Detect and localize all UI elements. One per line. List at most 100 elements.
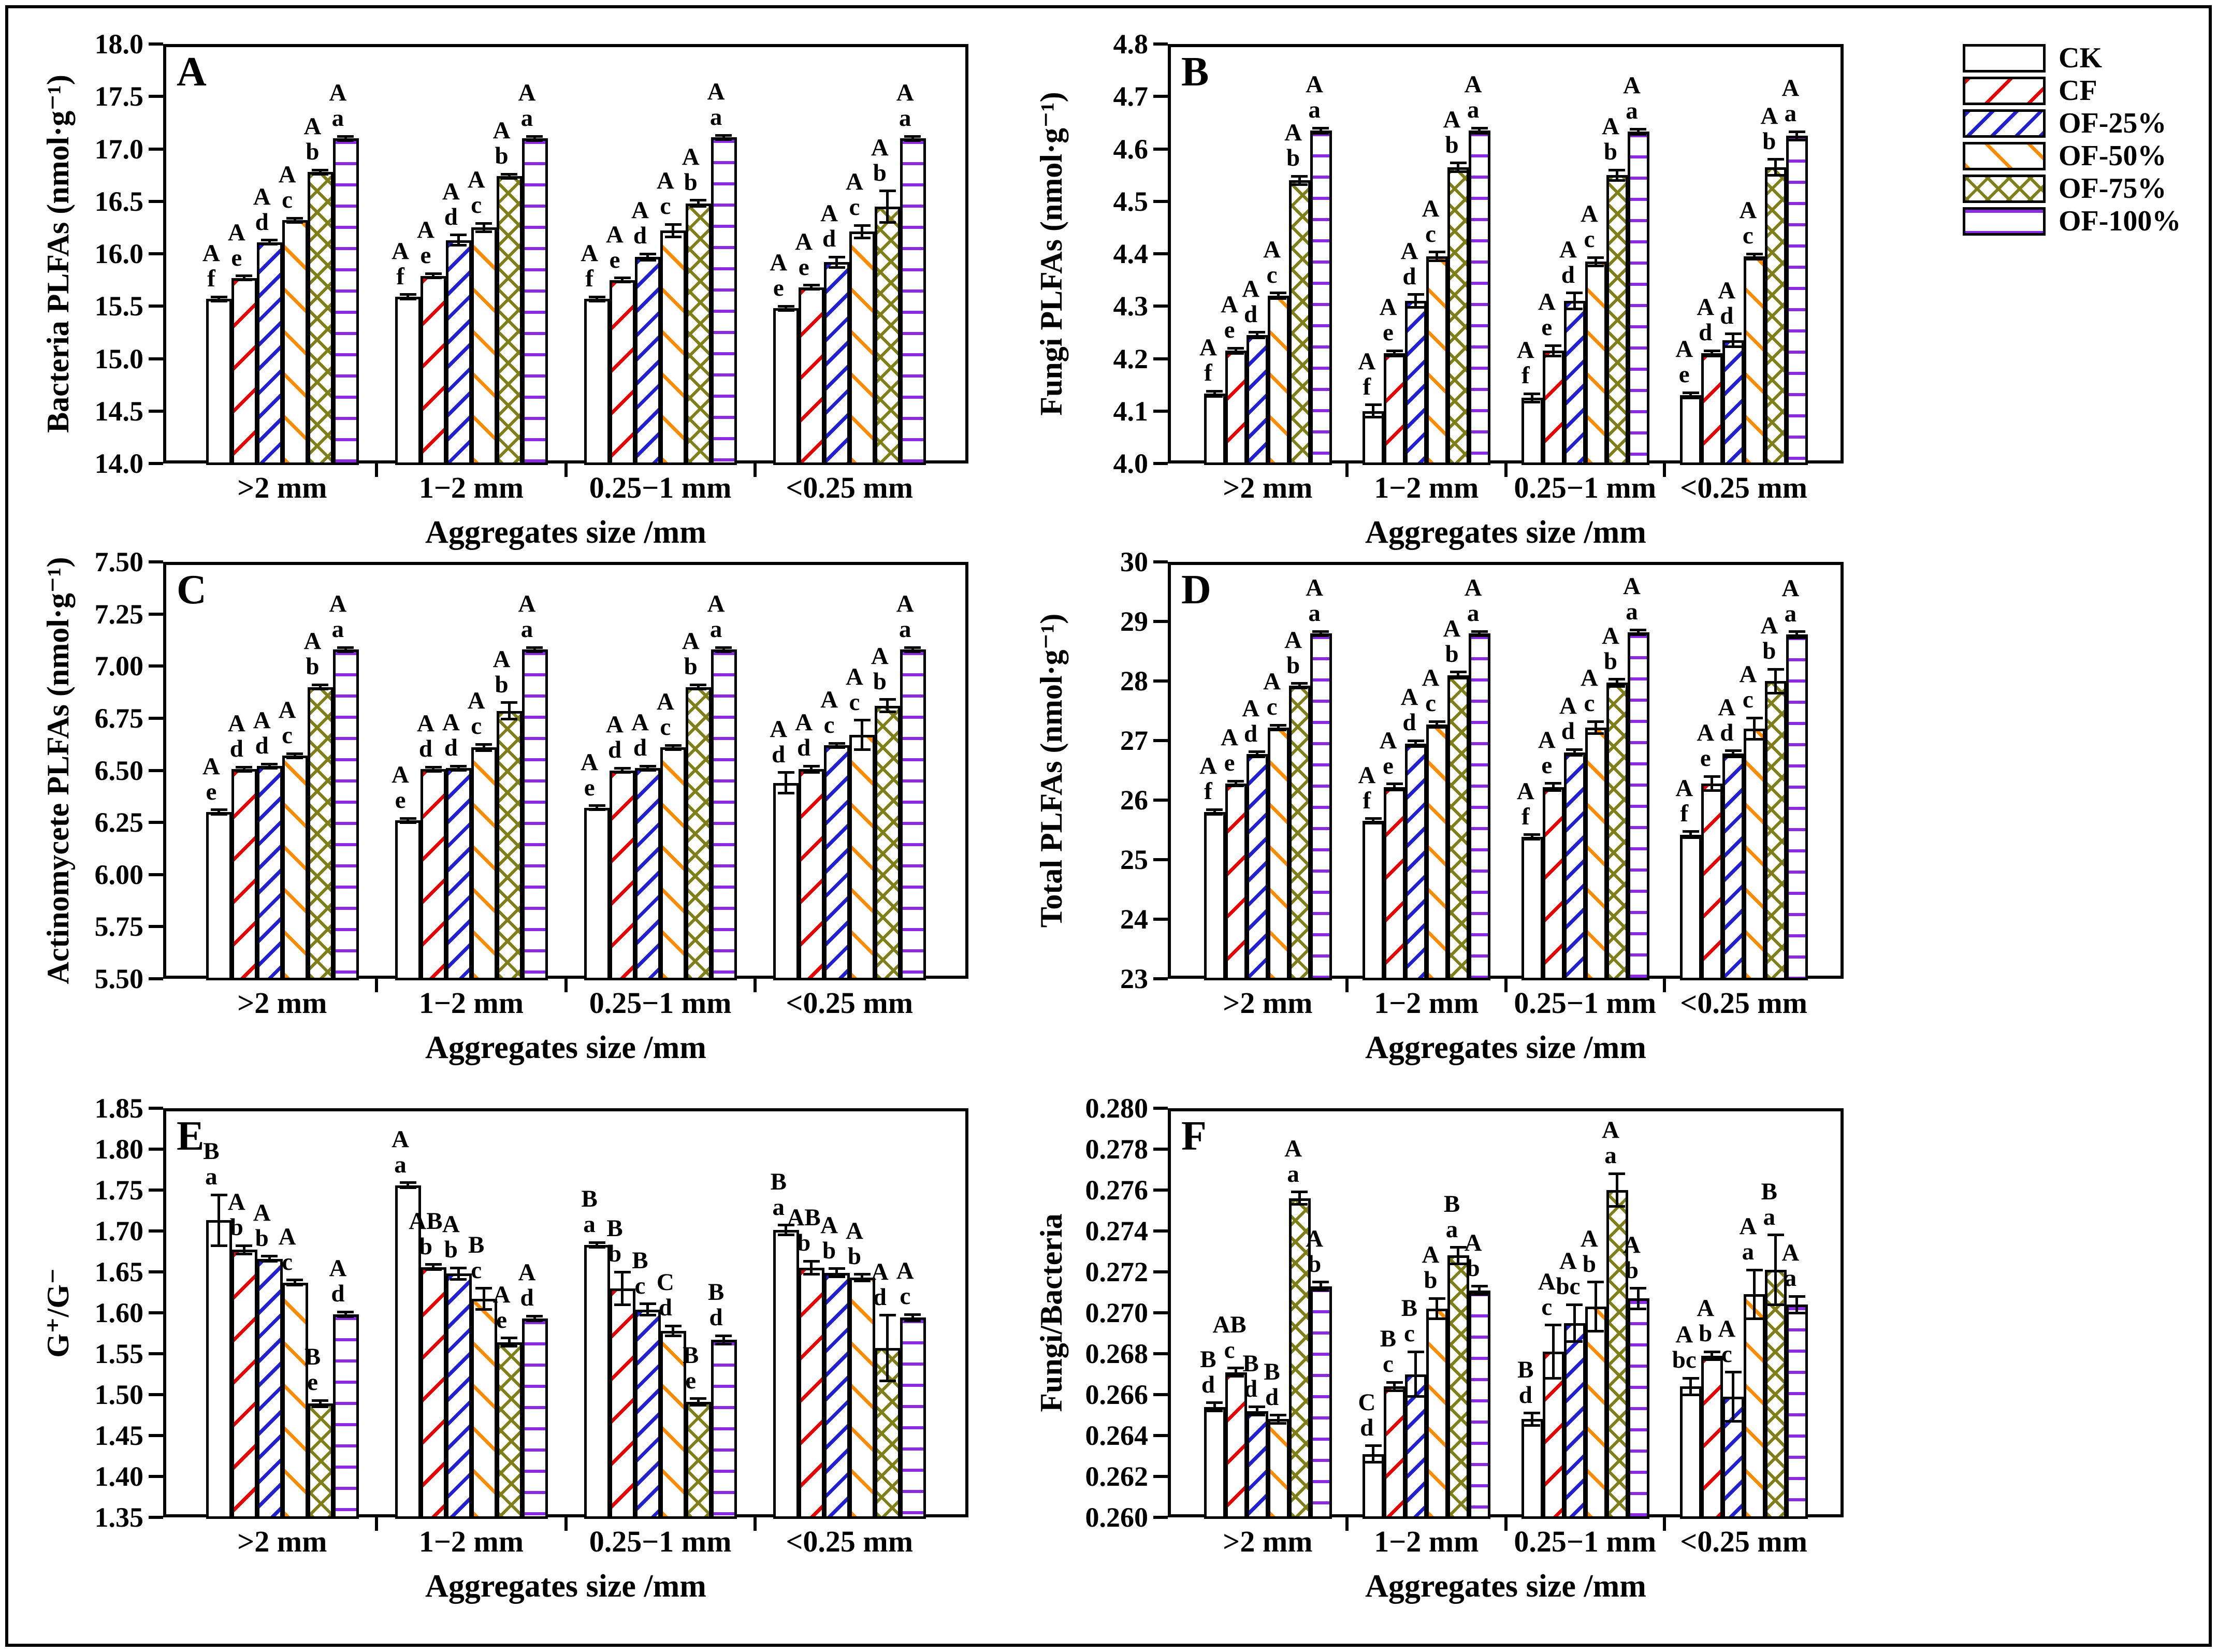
sig-lower: c — [1584, 690, 1595, 717]
x-category-label: 0.25−1 mm — [589, 986, 732, 1020]
error-bar-line — [533, 647, 536, 652]
sig-upper: A — [1306, 71, 1324, 98]
error-bar-cap-bottom — [777, 309, 794, 312]
error-bar-line — [1372, 818, 1375, 823]
error-bar-cap-bottom — [1227, 352, 1244, 355]
bar-of75-g1 — [1288, 1198, 1311, 1519]
sig-lower: d — [607, 736, 622, 764]
y-tick — [1153, 1189, 1168, 1192]
error-bar-cap-bottom — [450, 1278, 467, 1281]
sig-lower: b — [684, 653, 698, 680]
panel-d-letter: D — [1181, 567, 1211, 613]
error-bar-line — [835, 1268, 838, 1277]
sig-lower: c — [660, 714, 671, 741]
bar-ck-g2 — [395, 1185, 422, 1519]
y-tick-label: 1.80 — [94, 1134, 144, 1165]
error-bar-cap-bottom — [853, 748, 871, 751]
error-bar-cap-top — [261, 239, 278, 242]
error-bar-line — [1573, 293, 1576, 309]
error-bar-line — [1615, 679, 1618, 687]
sig-upper: B — [1264, 1358, 1280, 1385]
error-bar-line — [672, 745, 674, 750]
sig-lower: d — [255, 208, 269, 236]
error-bar-cap-bottom — [1630, 1307, 1647, 1310]
y-tick-label: 0.266 — [1085, 1379, 1149, 1410]
bar-of100-g2 — [1469, 633, 1491, 980]
bar-of75-g3 — [685, 1402, 712, 1519]
bar-of25-g1 — [1246, 1411, 1268, 1519]
sig-upper: A — [1718, 693, 1736, 721]
bar-ck-g2 — [395, 820, 422, 980]
error-bar-line — [242, 1245, 245, 1254]
x-category-label: 0.25−1 mm — [1514, 1525, 1657, 1558]
error-bar-cap-top — [1312, 630, 1329, 633]
error-bar-cap-bottom — [1767, 173, 1784, 177]
sig-lower: a — [1604, 1142, 1617, 1169]
y-tick — [149, 305, 163, 308]
sig-upper: A — [518, 590, 536, 618]
error-bar-cap-top — [1249, 750, 1266, 753]
error-bar-cap-bottom — [312, 1405, 329, 1409]
error-bar-line — [886, 1315, 889, 1381]
error-bar-cap-bottom — [1450, 1262, 1467, 1265]
sig-lower: bc — [1672, 1346, 1697, 1374]
sig-upper: A — [1358, 347, 1376, 375]
sig-upper: A — [1601, 622, 1619, 649]
error-bar-cap-top — [526, 646, 543, 649]
error-bar-cap-top — [588, 804, 605, 807]
y-tick-label: 6.25 — [94, 807, 144, 838]
sig-lower: f — [585, 265, 593, 293]
error-bar-cap-bottom — [777, 1234, 794, 1237]
sig-lower: d — [418, 735, 432, 763]
y-tick — [149, 147, 163, 151]
error-bar-line — [1594, 721, 1597, 734]
sig-lower: b — [1603, 647, 1617, 675]
error-bar-cap-top — [1450, 671, 1467, 674]
error-bar-cap-top — [1630, 1287, 1647, 1290]
error-bar-cap-top — [1206, 1401, 1223, 1404]
bar-ck-g1 — [206, 1220, 233, 1519]
sig-lower: c — [1266, 693, 1278, 721]
error-bar-cap-top — [1788, 630, 1805, 633]
error-bar-line — [621, 768, 624, 773]
error-bar-cap-bottom — [614, 1303, 631, 1306]
sig-upper: A — [1284, 1135, 1302, 1162]
error-bar-cap-top — [828, 742, 845, 745]
error-bar-cap-bottom — [1788, 1311, 1805, 1314]
error-bar-line — [1436, 1298, 1439, 1319]
error-bar-cap-bottom — [1682, 836, 1699, 839]
error-bar-cap-top — [639, 764, 656, 767]
error-bar-cap-bottom — [425, 1268, 442, 1271]
error-bar-cap-top — [614, 1270, 631, 1273]
bar-of25-g1 — [256, 1258, 283, 1519]
bar-cf-g4 — [1701, 1355, 1723, 1519]
panel-f-letter: F — [1181, 1113, 1207, 1159]
bar-of100-g2 — [521, 1318, 548, 1519]
bar-of25-g1 — [256, 242, 283, 465]
sig-lower: d — [772, 741, 786, 768]
sig-lower: e — [231, 244, 242, 271]
error-bar-cap-bottom — [399, 821, 416, 824]
bar-of25-g3 — [1563, 301, 1586, 465]
sig-lower: b — [1762, 637, 1776, 664]
x-tick — [1662, 979, 1666, 992]
sig-upper: A — [392, 1125, 409, 1153]
sig-lower: a — [520, 105, 533, 132]
sig-lower: a — [709, 104, 722, 131]
error-bar-line — [1753, 254, 1756, 259]
y-tick — [1153, 620, 1168, 623]
sig-upper: A — [770, 249, 788, 277]
error-bar-cap-top — [286, 216, 303, 220]
sig-label: AB c — [1183, 1312, 1276, 1363]
